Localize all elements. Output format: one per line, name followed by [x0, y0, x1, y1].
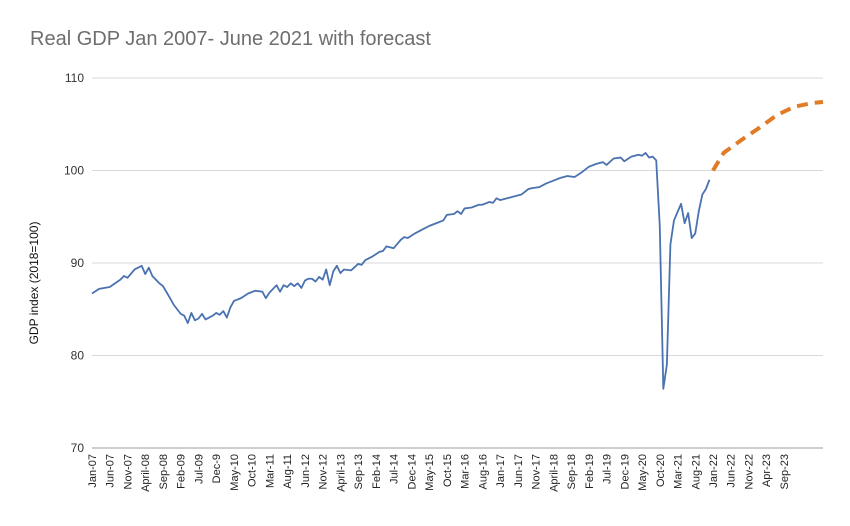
- y-tick-label: 100: [64, 164, 84, 178]
- x-tick-label: Dec-19: [619, 454, 631, 489]
- y-axis-label: GDP index (2018=100): [27, 222, 41, 345]
- x-tick-label: Sep-08: [158, 454, 170, 489]
- x-tick-label: Mar-11: [264, 454, 276, 488]
- actual-series-line: [91, 152, 711, 390]
- x-tick-label: Dec-9: [211, 454, 223, 483]
- x-tick-label: Aug-21: [690, 454, 702, 489]
- x-tick-label: April-13: [335, 454, 347, 492]
- y-tick-label: 70: [71, 441, 85, 455]
- x-tick-label: Jun-17: [513, 454, 525, 488]
- x-tick-label: Jun-12: [300, 454, 312, 488]
- x-tick-label: Jun-07: [105, 454, 117, 488]
- x-tick-label: Feb-09: [176, 454, 188, 489]
- y-tick-label: 110: [65, 71, 84, 85]
- chart-title: Real GDP Jan 2007- June 2021 with foreca…: [30, 28, 431, 50]
- x-tick-label: May-10: [229, 454, 241, 491]
- x-tick-label: Oct-15: [442, 454, 454, 487]
- x-tick-label: Oct-20: [655, 454, 667, 487]
- x-tick-label: Mar-16: [460, 454, 472, 489]
- x-tick-label: May-20: [637, 454, 649, 491]
- x-tick-label: Nov-22: [743, 454, 755, 489]
- x-tick-label: Dec-14: [406, 454, 418, 489]
- y-tick-label: 80: [71, 349, 85, 363]
- x-tick-label: Sep-13: [353, 454, 365, 489]
- forecast-series-line: [711, 100, 824, 172]
- x-tick-label: Jul-14: [389, 454, 401, 484]
- x-tick-label: Jan-22: [708, 454, 720, 488]
- x-tick-label: Jul-09: [193, 454, 205, 484]
- x-tick-label: Jul-19: [602, 454, 614, 484]
- x-tick-label: Aug-11: [282, 454, 294, 489]
- x-tick-label: Feb-14: [371, 454, 383, 489]
- x-tick-label: Oct-10: [247, 454, 259, 487]
- x-tick-label: April-08: [140, 454, 152, 492]
- x-tick-label: Jun-22: [726, 454, 738, 488]
- x-tick-label: Apr-23: [761, 454, 773, 487]
- x-tick-label: Mar-21: [673, 454, 685, 489]
- x-tick-label: Sep-23: [779, 454, 791, 489]
- x-tick-label: Nov-07: [122, 454, 134, 489]
- x-tick-label: Aug-16: [477, 454, 489, 489]
- x-tick-label: Jan-17: [495, 454, 507, 488]
- gridlines: [92, 77, 823, 449]
- x-tick-label: Nov-17: [531, 454, 543, 489]
- x-tick-label: Sep-18: [566, 454, 578, 489]
- x-tick-label: May-15: [424, 454, 436, 491]
- x-tick-label: April-18: [548, 454, 560, 492]
- y-axis-ticks: 70 80 90 100 110: [64, 71, 84, 455]
- x-tick-label: Jan-07: [87, 454, 99, 488]
- x-tick-label: Feb-19: [584, 454, 596, 489]
- y-tick-label: 90: [71, 256, 85, 270]
- series-lines: [91, 100, 824, 390]
- x-axis-ticks: Jan-07 Jun-07 Nov-07 April-08 Sep-08 Feb-09 Ju…: [87, 454, 791, 492]
- x-tick-label: Nov-12: [318, 454, 330, 489]
